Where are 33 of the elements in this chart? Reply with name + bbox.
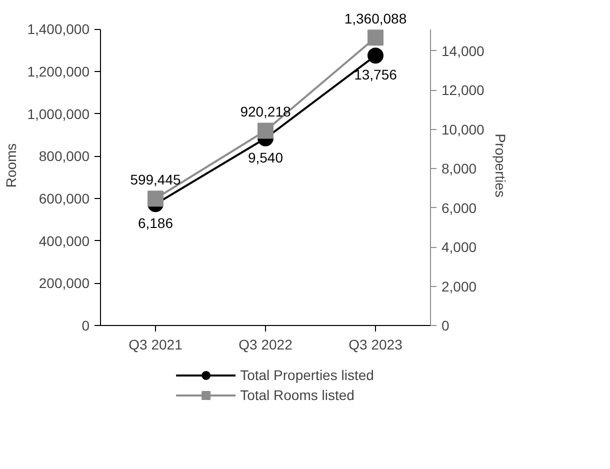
- y-tick-label: 1,400,000: [27, 21, 90, 38]
- y-tick-label: 200,000: [38, 275, 90, 292]
- y-tick-label: 1,000,000: [27, 106, 90, 122]
- y-tick-label: 1,200,000: [27, 64, 90, 80]
- data-label: 1,360,088: [344, 10, 407, 27]
- x-tick-label: Q3 2021: [128, 336, 183, 352]
- y2-tick-label: 8,000: [442, 160, 477, 177]
- data-label: 13,756: [354, 66, 398, 83]
- y2-tick-label: 14,000: [442, 42, 485, 59]
- x-tick-label: Q3 2023: [348, 336, 403, 352]
- data-label: 599,445: [130, 172, 182, 188]
- legend-label: Total Properties listed: [240, 367, 374, 383]
- y-tick-label: 400,000: [38, 232, 90, 249]
- point: [258, 122, 274, 139]
- y-tick-label: 600,000: [38, 190, 90, 207]
- y-axis-title: Rooms: [3, 143, 20, 188]
- y-tick-label: 0: [82, 318, 90, 334]
- y2-tick-label: 0: [442, 318, 450, 334]
- y-tick-label: 800,000: [38, 148, 90, 164]
- y2-tick-label: 6,000: [442, 200, 477, 216]
- data-label: 6,186: [138, 215, 174, 232]
- x-tick-label: Q3 2022: [238, 336, 293, 352]
- legend-label: Total Rooms listed: [240, 387, 354, 403]
- point: [148, 190, 164, 207]
- data-label: 920,218: [240, 104, 292, 120]
- y2-tick-label: 10,000: [442, 121, 485, 138]
- data-label: 9,540: [248, 149, 284, 166]
- y2-tick-label: 2,000: [442, 278, 477, 294]
- point: [368, 48, 384, 64]
- y2-tick-label: 4,000: [442, 239, 477, 256]
- y2-tick-label: 12,000: [442, 82, 485, 98]
- y2-axis-title: Properties: [492, 134, 508, 198]
- point: [368, 30, 384, 46]
